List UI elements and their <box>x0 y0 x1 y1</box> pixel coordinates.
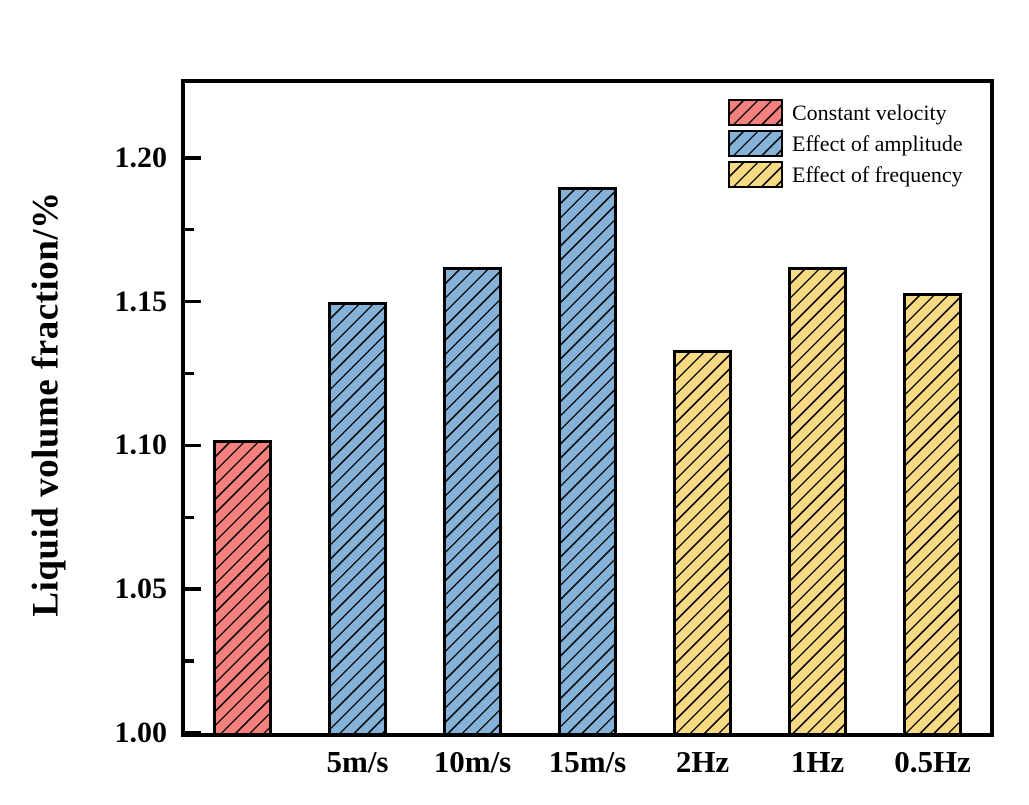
y-major-tick <box>185 156 201 160</box>
x-tick-label: 10m/s <box>433 744 512 779</box>
y-major-tick <box>185 587 201 591</box>
y-tick-label: 1.10 <box>114 428 168 462</box>
legend-label: Effect of frequency <box>792 161 963 187</box>
y-minor-tick <box>185 371 194 376</box>
y-major-tick <box>185 299 201 304</box>
bar-2hz <box>673 350 732 733</box>
x-tick-label: 1Hz <box>790 744 845 779</box>
y-axis-title: Liquid volume fraction/% <box>25 191 67 617</box>
legend: Constant velocity Effect of amplitude Effe… <box>728 97 963 190</box>
bar-1hz <box>788 267 847 733</box>
legend-label: Constant velocity <box>792 99 947 125</box>
legend-row: Constant velocity <box>728 97 963 128</box>
bar-constant-velocity <box>213 439 272 733</box>
y-minor-tick <box>185 227 194 232</box>
x-tick-label: 0.5Hz <box>894 744 971 779</box>
x-tick-label: 5m/s <box>326 744 389 779</box>
y-minor-tick <box>185 515 194 520</box>
y-tick-label: 1.20 <box>114 140 168 174</box>
y-major-tick <box>185 731 201 735</box>
legend-row: Effect of amplitude <box>728 128 963 159</box>
x-tick-label: 15m/s <box>548 744 627 779</box>
y-tick-label: 1.05 <box>114 572 168 606</box>
bar-10ms <box>443 267 502 733</box>
bar-5ms <box>328 301 387 733</box>
bar-05hz <box>903 292 962 733</box>
legend-swatch <box>728 130 783 157</box>
legend-swatch <box>728 161 783 188</box>
y-minor-tick <box>185 659 194 663</box>
legend-label: Effect of amplitude <box>792 130 963 156</box>
y-tick-label: 1.15 <box>114 284 168 318</box>
legend-swatch <box>728 99 783 126</box>
y-tick-label: 1.00 <box>114 716 168 749</box>
legend-row: Effect of frequency <box>728 159 963 190</box>
x-tick-label: 2Hz <box>675 744 730 779</box>
y-major-tick <box>185 443 201 448</box>
bar-15ms <box>558 186 617 733</box>
